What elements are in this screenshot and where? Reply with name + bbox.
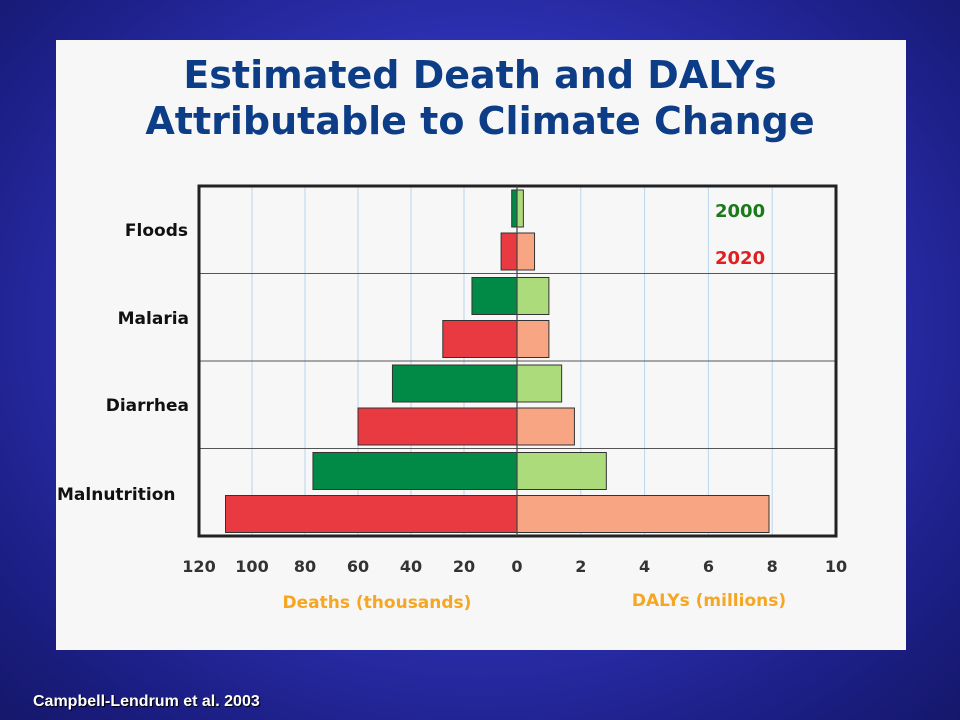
tick-label-left: 0 xyxy=(511,557,522,576)
tick-label-left: 120 xyxy=(182,557,215,576)
tick-labels: 120 100 80 60 40 20 0 2 4 6 8 10 xyxy=(182,557,847,576)
deaths-bar-2020-malnutrition xyxy=(225,495,518,533)
tick-label-left: 60 xyxy=(347,557,369,576)
deaths-bar-2020-diarrhea xyxy=(357,407,518,446)
tick-label-right: 10 xyxy=(825,557,847,576)
legend-2000: 2000 xyxy=(715,201,765,222)
tick-label-right: 4 xyxy=(639,557,650,576)
deaths-bar-2020-floods xyxy=(500,232,518,271)
category-labels: Floods Malaria Diarrhea Malnutrition xyxy=(57,221,189,505)
category-label-malnutrition: Malnutrition xyxy=(57,485,176,505)
title-line-1: Estimated Death and DALYs xyxy=(183,53,777,97)
dalys-bar-2000-diarrhea xyxy=(516,364,563,403)
slide-title: Estimated Death and DALYs Attributable t… xyxy=(0,52,960,144)
tick-label-right: 8 xyxy=(767,557,778,576)
deaths-bar-2000-malaria xyxy=(471,277,518,315)
bars-layer xyxy=(225,189,770,533)
category-label-floods: Floods xyxy=(125,221,188,241)
category-label-malaria: Malaria xyxy=(118,309,189,329)
dalys-bar-2020-malnutrition xyxy=(516,495,770,533)
tick-label-left: 100 xyxy=(235,557,268,576)
tick-label-left: 40 xyxy=(400,557,422,576)
category-label-diarrhea: Diarrhea xyxy=(106,396,189,416)
tick-label-right: 2 xyxy=(575,557,586,576)
tick-label-right: 6 xyxy=(703,557,714,576)
left-axis-label: Deaths (thousands) xyxy=(283,593,472,613)
right-axis-label: DALYs (millions) xyxy=(632,591,786,611)
dalys-bar-2020-diarrhea xyxy=(516,407,575,446)
dalys-bar-2020-malaria xyxy=(516,320,550,358)
dalys-bar-2020-floods xyxy=(516,232,536,271)
dalys-bar-2000-malaria xyxy=(516,277,550,315)
tick-label-left: 20 xyxy=(453,557,475,576)
deaths-bar-2000-floods xyxy=(511,189,518,228)
dalys-bar-2000-floods xyxy=(516,189,524,228)
deaths-bar-2000-diarrhea xyxy=(391,364,518,403)
deaths-bar-2020-malaria xyxy=(442,320,518,358)
deaths-bar-2000-malnutrition xyxy=(312,452,518,490)
tick-label-left: 80 xyxy=(294,557,316,576)
legend-2020: 2020 xyxy=(715,248,765,269)
citation: Campbell-Lendrum et al. 2003 xyxy=(33,693,260,710)
grid-layer xyxy=(199,186,836,536)
dalys-bar-2000-malnutrition xyxy=(516,452,607,490)
title-line-2: Attributable to Climate Change xyxy=(145,99,815,143)
